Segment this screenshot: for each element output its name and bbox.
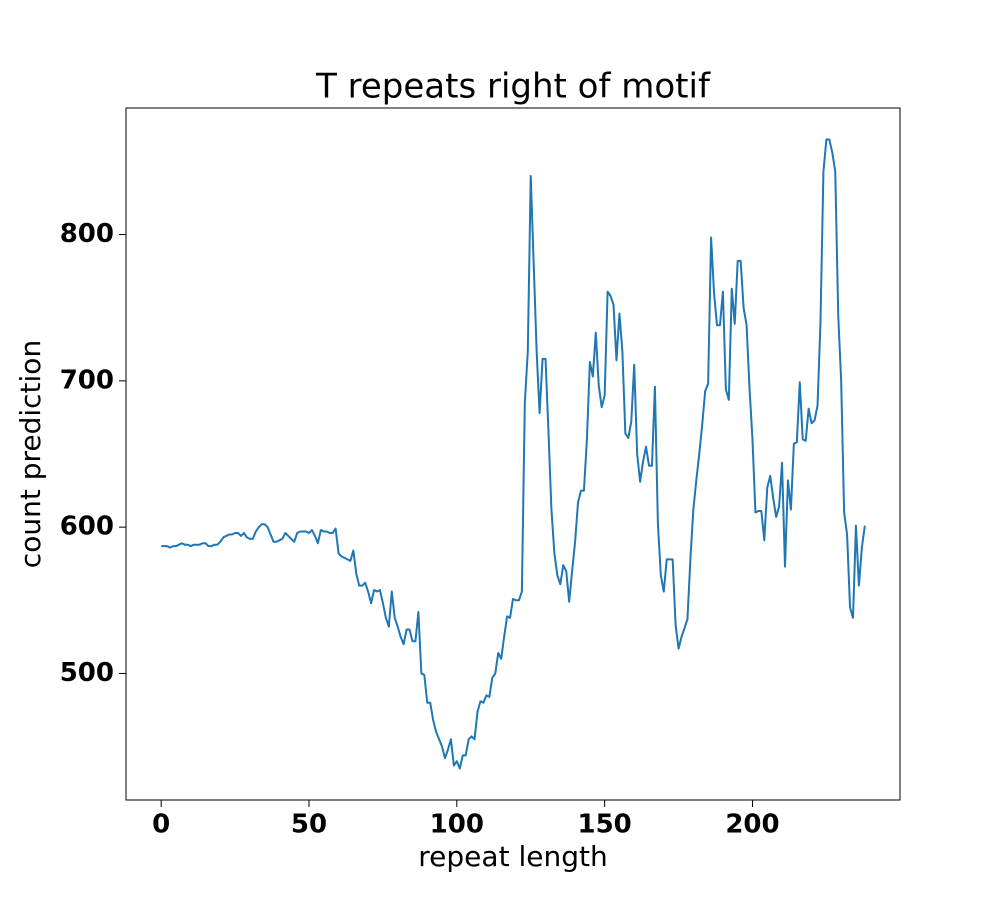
x-tick-label: 200: [725, 810, 779, 840]
x-tick-label: 100: [430, 810, 484, 840]
chart-title: T repeats right of motif: [315, 67, 711, 107]
y-tick-label: 800: [60, 219, 114, 249]
y-tick-label: 700: [60, 365, 114, 395]
x-tick-label: 50: [291, 810, 327, 840]
y-tick-label: 600: [60, 512, 114, 542]
x-tick-label: 0: [152, 810, 170, 840]
line-series: [161, 138, 866, 770]
x-axis-label: repeat length: [418, 840, 607, 873]
x-tick-label: 150: [578, 810, 632, 840]
plot-frame: [125, 107, 901, 801]
y-tick-label: 500: [60, 658, 114, 688]
y-axis-label: count prediction: [14, 340, 47, 568]
